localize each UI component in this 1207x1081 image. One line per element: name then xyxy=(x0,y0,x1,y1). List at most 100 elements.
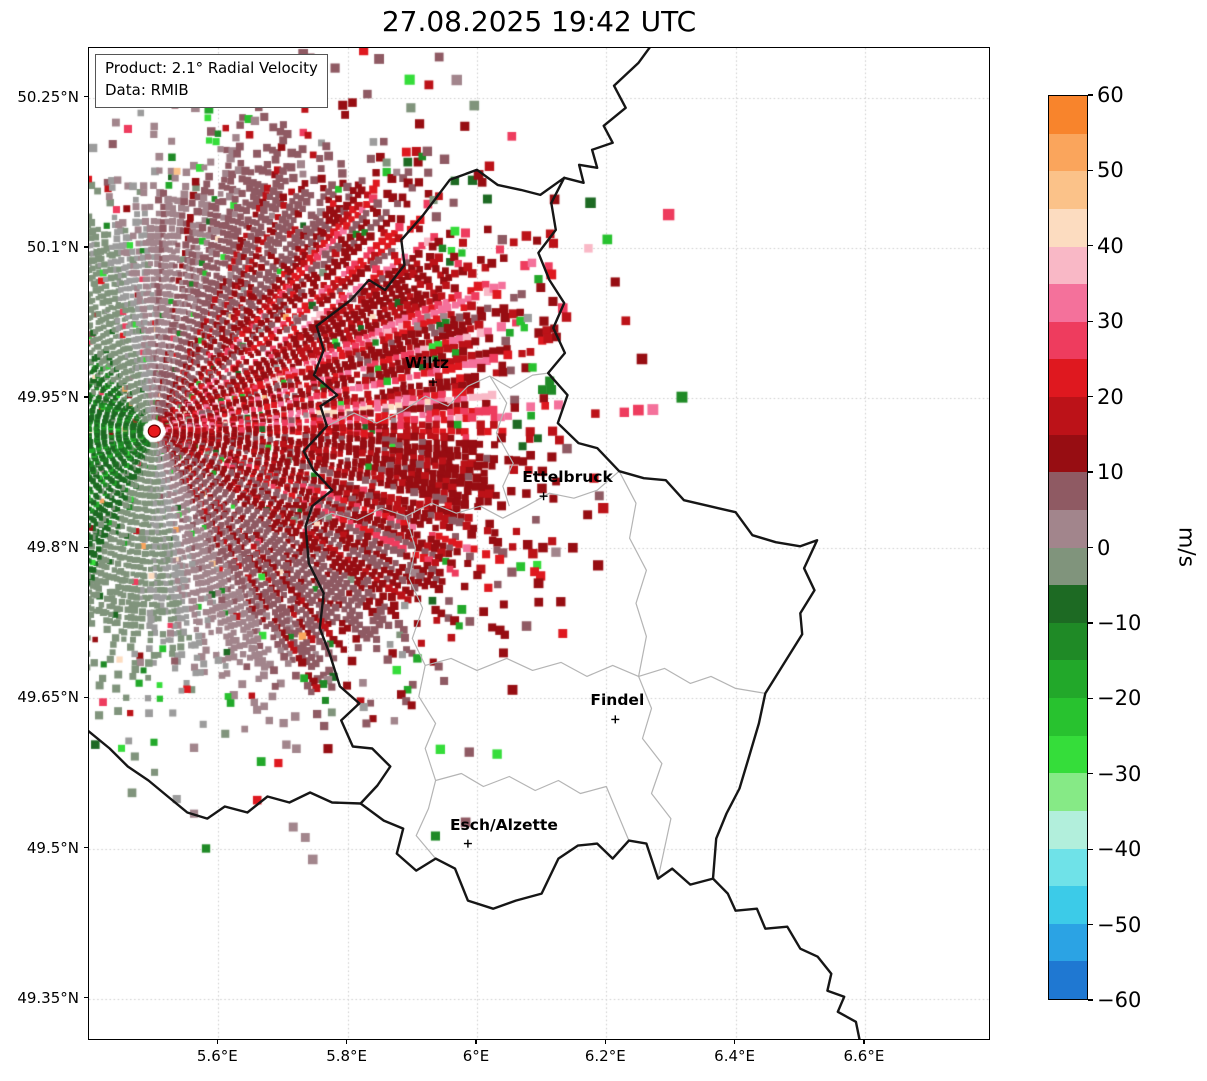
city-label: Wiltz xyxy=(404,354,450,373)
colorbar-tick-mark xyxy=(1088,471,1093,473)
colorbar-band xyxy=(1049,810,1087,849)
y-axis-tick-label: 50.1°N xyxy=(26,237,79,256)
y-axis-tick-mark xyxy=(84,96,88,98)
colorbar-band xyxy=(1049,585,1087,623)
colorbar-band xyxy=(1049,622,1087,661)
colorbar-band xyxy=(1049,397,1087,435)
colorbar-tick-label: 10 xyxy=(1097,460,1124,485)
colorbar-band xyxy=(1049,246,1087,285)
colorbar-band xyxy=(1049,509,1087,548)
x-axis-tick-mark xyxy=(216,1040,218,1044)
y-axis-tick-mark xyxy=(84,846,88,849)
colorbar-tick-label: 0 xyxy=(1097,535,1111,560)
colorbar-band xyxy=(1049,434,1087,473)
colorbar-band xyxy=(1049,547,1087,586)
district-border xyxy=(326,372,549,427)
x-axis-tick-mark xyxy=(863,1040,865,1044)
data-source-label: Data: RMIB xyxy=(105,80,189,99)
colorbar-tick-label: −50 xyxy=(1097,912,1142,937)
city-label: Ettelbruck xyxy=(522,468,613,487)
map-borders-overlay xyxy=(89,48,861,1039)
colorbar-band xyxy=(1049,321,1087,360)
colorbar-tick-label: −10 xyxy=(1097,610,1142,635)
colorbar-tick-mark xyxy=(1088,848,1093,850)
figure-title: 27.08.2025 19:42 UTC xyxy=(381,5,697,38)
colorbar-tick-label: 30 xyxy=(1097,309,1124,334)
y-axis-tick-mark xyxy=(84,396,88,398)
city-marker-icon xyxy=(463,839,472,848)
national-border xyxy=(89,730,362,820)
y-axis-tick-label: 49.35°N xyxy=(17,988,79,1007)
colorbar-tick-mark xyxy=(1088,245,1093,247)
colorbar-tick-mark xyxy=(1088,622,1093,624)
x-axis-tick-label: 6.4°E xyxy=(714,1047,756,1065)
colorbar-band xyxy=(1049,660,1087,698)
colorbar-band xyxy=(1049,773,1087,811)
x-axis-tick-mark xyxy=(604,1040,606,1044)
x-axis-tick-label: 6°E xyxy=(462,1047,490,1065)
colorbar-band xyxy=(1049,171,1087,209)
district-border xyxy=(638,676,672,879)
national-border xyxy=(711,877,861,1039)
colorbar-tick-label: −30 xyxy=(1097,761,1142,786)
colorbar-tick-mark xyxy=(1088,697,1093,699)
y-axis-tick-label: 49.5°N xyxy=(26,838,79,857)
y-axis-tick-label: 49.8°N xyxy=(26,538,79,557)
product-label: Product: 2.1° Radial Velocity xyxy=(105,59,318,77)
product-info-box: Product: 2.1° Radial Velocity Data: RMIB xyxy=(95,54,328,108)
colorbar-band xyxy=(1049,133,1087,172)
y-axis-tick-mark xyxy=(84,696,88,698)
city-label: Findel xyxy=(590,691,645,710)
y-axis-tick-label: 50.25°N xyxy=(17,87,79,106)
x-axis-tick-label: 6.6°E xyxy=(843,1047,885,1065)
colorbar-band xyxy=(1049,923,1087,962)
district-border xyxy=(305,470,620,527)
colorbar-band xyxy=(1049,698,1087,736)
y-axis-tick-label: 49.65°N xyxy=(17,688,79,707)
x-axis-tick-mark xyxy=(733,1040,736,1044)
colorbar-tick-mark xyxy=(1088,169,1093,172)
district-border xyxy=(435,772,630,841)
colorbar-band xyxy=(1049,208,1087,247)
city-marker-icon xyxy=(429,378,437,387)
colorbar-tick-mark xyxy=(1088,94,1093,96)
colorbar-band xyxy=(1049,96,1087,134)
colorbar-tick-label: −40 xyxy=(1097,837,1142,862)
y-axis-tick-mark xyxy=(84,546,88,548)
y-axis-tick-mark xyxy=(84,997,88,999)
colorbar-tick-mark xyxy=(1088,923,1093,926)
colorbar-tick-label: 40 xyxy=(1097,233,1124,258)
colorbar xyxy=(1048,95,1088,1000)
y-axis-tick-label: 49.95°N xyxy=(17,388,79,407)
x-axis-tick-mark xyxy=(475,1040,477,1044)
colorbar-band xyxy=(1049,735,1087,774)
colorbar-unit-label: m/s xyxy=(1173,526,1199,568)
colorbar-tick-mark xyxy=(1088,320,1093,322)
colorbar-tick-mark xyxy=(1088,546,1093,549)
x-axis-tick-mark xyxy=(346,1040,348,1044)
district-border xyxy=(489,375,514,507)
x-axis-tick-label: 5.6°E xyxy=(196,1047,238,1065)
radar-site-marker xyxy=(147,424,161,438)
national-border xyxy=(302,168,819,910)
colorbar-band xyxy=(1049,284,1087,322)
colorbar-tick-mark xyxy=(1088,773,1093,775)
national-border xyxy=(563,48,651,184)
colorbar-tick-label: −20 xyxy=(1097,686,1142,711)
colorbar-tick-mark xyxy=(1088,396,1093,398)
city-marker-icon xyxy=(611,715,620,724)
district-border xyxy=(425,657,766,694)
x-axis-tick-label: 5.8°E xyxy=(326,1047,368,1065)
colorbar-band xyxy=(1049,886,1087,924)
colorbar-band xyxy=(1049,359,1087,397)
x-axis-tick-label: 6.2°E xyxy=(584,1047,626,1065)
district-border xyxy=(618,470,647,677)
colorbar-band xyxy=(1049,961,1087,999)
colorbar-tick-mark xyxy=(1088,999,1093,1001)
map-plot-area: Product: 2.1° Radial Velocity Data: RMIB… xyxy=(88,47,990,1040)
colorbar-band xyxy=(1049,472,1087,510)
city-marker-icon xyxy=(539,492,548,501)
colorbar-band xyxy=(1049,848,1087,887)
radial-velocity-field-canvas xyxy=(89,48,989,1039)
